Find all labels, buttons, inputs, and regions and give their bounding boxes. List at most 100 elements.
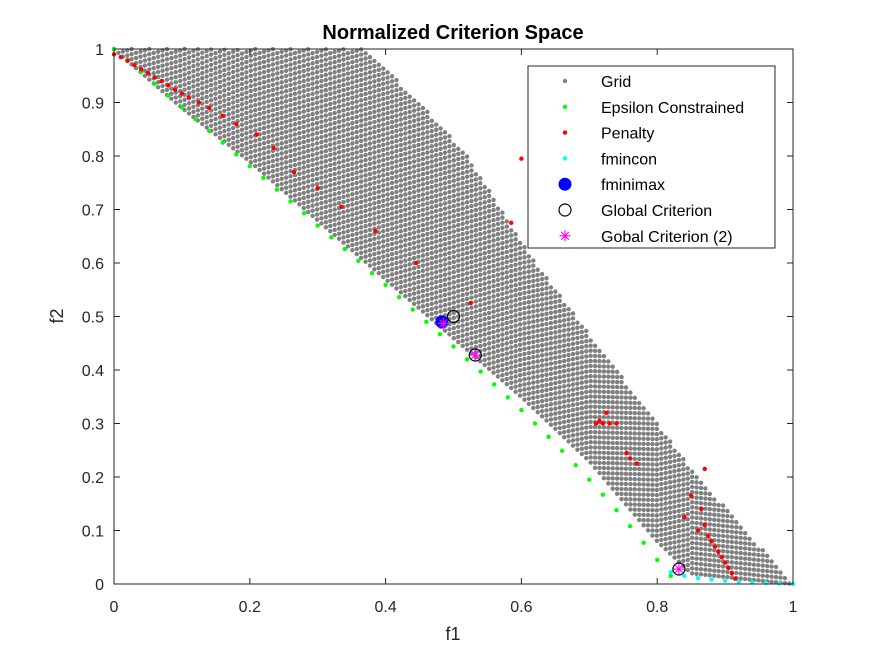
grid-point xyxy=(314,207,320,212)
grid-point xyxy=(672,494,677,499)
grid-point xyxy=(561,414,567,420)
grid-point xyxy=(425,130,430,135)
grid-point xyxy=(575,442,580,447)
grid-point xyxy=(226,71,231,76)
grid-point xyxy=(151,55,156,61)
grid-point xyxy=(650,533,655,538)
grid-point xyxy=(588,434,593,440)
grid-point xyxy=(742,531,748,536)
grid-point xyxy=(535,277,540,283)
grid-point xyxy=(372,114,377,120)
grid-point xyxy=(632,476,637,482)
chart-title: Normalized Criterion Space xyxy=(322,22,583,44)
grid-point xyxy=(385,263,390,268)
grid-point xyxy=(235,52,240,58)
grid-point xyxy=(226,66,231,71)
grid-point xyxy=(297,151,302,156)
grid-point xyxy=(628,410,633,416)
grid-point xyxy=(460,313,465,318)
grid-point xyxy=(283,149,289,155)
grid-point xyxy=(575,391,580,397)
grid-point xyxy=(319,165,324,170)
grid-point xyxy=(456,177,461,182)
grid-point xyxy=(314,49,320,55)
grid-point xyxy=(345,178,351,183)
grid-point xyxy=(403,192,408,197)
grid-point xyxy=(601,430,607,435)
grid-point xyxy=(195,108,201,113)
grid-point xyxy=(509,385,514,391)
epsilon-constrained-point xyxy=(356,258,361,264)
grid-point xyxy=(663,480,668,486)
grid-point xyxy=(429,311,434,317)
grid-point xyxy=(729,539,735,545)
grid-point xyxy=(672,489,677,494)
grid-point xyxy=(756,547,761,553)
grid-point xyxy=(319,134,324,140)
grid-point xyxy=(389,246,395,252)
grid-point xyxy=(539,317,545,322)
grid-point xyxy=(548,391,554,397)
grid-point xyxy=(403,293,408,299)
grid-point xyxy=(425,196,430,201)
grid-point xyxy=(610,466,615,471)
grid-point xyxy=(672,519,677,525)
grid-point xyxy=(575,350,580,356)
grid-point xyxy=(275,177,280,183)
grid-point xyxy=(301,200,306,206)
grid-point xyxy=(341,108,346,113)
grid-point xyxy=(367,131,373,136)
penalty-point xyxy=(729,571,735,576)
grid-point xyxy=(213,76,218,81)
grid-point xyxy=(297,202,302,207)
grid-point xyxy=(553,314,558,320)
grid-point xyxy=(358,225,364,230)
grid-point xyxy=(438,156,443,162)
grid-point xyxy=(681,482,686,487)
grid-point xyxy=(500,276,505,281)
grid-point xyxy=(676,554,682,559)
grid-point xyxy=(469,244,474,249)
grid-point xyxy=(667,551,673,556)
grid-point xyxy=(416,163,421,168)
grid-point xyxy=(513,231,518,237)
grid-point xyxy=(672,504,677,509)
grid-point xyxy=(376,235,382,240)
grid-point xyxy=(235,63,240,68)
grid-point xyxy=(248,58,254,63)
grid-point xyxy=(464,179,470,185)
grid-point xyxy=(403,141,408,146)
grid-point xyxy=(769,579,774,584)
grid-point xyxy=(283,124,289,129)
grid-point xyxy=(667,530,673,536)
grid-point xyxy=(385,217,390,223)
epsilon-constrained-point xyxy=(274,187,280,192)
grid-point xyxy=(654,528,660,533)
grid-point xyxy=(182,62,187,67)
grid-point xyxy=(305,138,311,144)
penalty-point xyxy=(699,506,704,512)
grid-point xyxy=(659,507,664,512)
grid-point xyxy=(751,572,757,578)
grid-point xyxy=(248,139,254,145)
grid-point xyxy=(257,121,262,127)
grid-point xyxy=(270,92,276,98)
grid-point xyxy=(513,333,518,339)
grid-point xyxy=(328,137,333,142)
grid-point xyxy=(685,486,690,491)
grid-point xyxy=(584,328,589,334)
grid-point xyxy=(473,324,479,330)
grid-point xyxy=(442,175,448,181)
grid-point xyxy=(579,421,585,426)
grid-point xyxy=(239,147,245,153)
grid-point xyxy=(394,154,399,159)
grid-point xyxy=(195,52,201,57)
grid-point xyxy=(469,168,474,173)
grid-point xyxy=(606,435,611,440)
grid-point xyxy=(504,356,510,361)
grid-point xyxy=(253,113,258,118)
grid-point xyxy=(301,155,306,160)
grid-point xyxy=(778,570,783,575)
grid-point xyxy=(239,97,245,102)
grid-point xyxy=(606,481,611,486)
